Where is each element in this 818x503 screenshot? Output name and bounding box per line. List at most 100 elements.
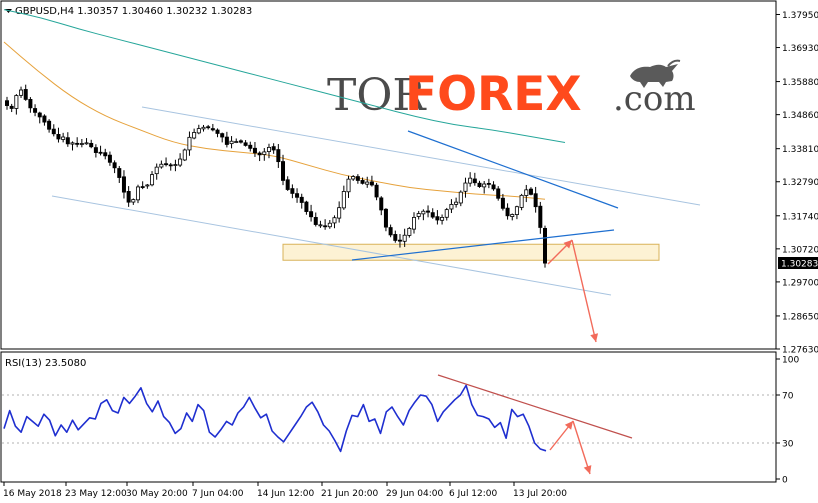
candle xyxy=(309,204,314,222)
candles xyxy=(5,84,548,268)
candle-body xyxy=(70,142,75,145)
candle xyxy=(304,200,309,215)
candle xyxy=(173,159,178,172)
candle-body xyxy=(309,211,314,218)
logo: TOR FOREX .com xyxy=(327,59,696,122)
candle-body xyxy=(182,149,187,161)
candle-body xyxy=(412,216,417,230)
candle xyxy=(187,131,192,156)
candle xyxy=(290,184,295,199)
candle-body xyxy=(215,129,220,134)
candle xyxy=(89,139,94,149)
candle-body xyxy=(482,183,487,188)
candle xyxy=(65,132,70,147)
candle xyxy=(295,188,300,203)
candle xyxy=(28,97,33,113)
candle-body xyxy=(243,142,248,146)
candle-body xyxy=(393,234,398,241)
candle xyxy=(23,84,28,101)
candle-body xyxy=(112,162,117,169)
candle-body xyxy=(103,152,108,157)
candle-body xyxy=(337,207,342,219)
candle xyxy=(159,160,164,169)
candle xyxy=(416,210,421,220)
x-tick-label: 29 Jun 04:00 xyxy=(386,489,443,499)
candle xyxy=(383,208,388,232)
candle xyxy=(379,196,384,216)
candle-body xyxy=(252,147,257,154)
candle xyxy=(107,151,112,166)
candle-body xyxy=(285,179,290,190)
candle xyxy=(393,230,398,243)
candle-body xyxy=(369,181,374,186)
candle xyxy=(496,186,501,201)
candle-body xyxy=(360,180,365,184)
x-axis: 16 May 2018 23 May 12:00 30 May 20:00 7 Jun… xyxy=(3,482,567,499)
candle-body xyxy=(51,128,56,135)
candle xyxy=(360,177,365,185)
candle xyxy=(543,225,548,268)
candle-body xyxy=(121,176,126,193)
candle xyxy=(440,214,445,225)
candle-body xyxy=(444,209,449,218)
candle-body xyxy=(220,133,225,138)
candle xyxy=(477,180,482,188)
rsi-series-line xyxy=(3,384,547,453)
price-pane[interactable] xyxy=(0,0,777,350)
candle xyxy=(524,184,529,203)
candle-body xyxy=(543,227,548,264)
candle xyxy=(252,142,257,157)
candle xyxy=(337,201,342,223)
candle xyxy=(482,181,487,194)
candle xyxy=(206,124,211,130)
rsi-pane[interactable] xyxy=(0,351,777,483)
forecast-arrow-down-head xyxy=(590,333,599,342)
candle-body xyxy=(159,163,164,168)
price-y-axis: 1.37950 1.36930 1.35880 1.34860 1.33810 1.327… xyxy=(776,11,818,356)
bull-icon xyxy=(630,59,681,88)
candle xyxy=(528,187,533,196)
candle xyxy=(449,199,454,214)
candle xyxy=(472,172,477,186)
candle xyxy=(154,163,159,180)
price-header-text: GBPUSD,H4 1.30357 1.30460 1.30232 1.3028… xyxy=(15,6,252,17)
rsi-grid xyxy=(2,394,775,444)
candle-body xyxy=(107,154,112,163)
candle-body xyxy=(510,214,515,217)
candle xyxy=(454,197,459,208)
candle-body xyxy=(365,181,370,185)
candle-body xyxy=(435,216,440,221)
candle-body xyxy=(42,115,47,123)
rsi-trendline xyxy=(437,374,633,439)
candle-body xyxy=(238,140,243,143)
candle xyxy=(351,175,356,181)
candle-body xyxy=(472,178,477,184)
candle-body xyxy=(346,178,351,193)
forecast-arrow-down xyxy=(571,239,597,343)
candle-body xyxy=(458,191,463,204)
candle-body xyxy=(496,188,501,199)
price-header: GBPUSD,H4 1.30357 1.30460 1.30232 1.3028… xyxy=(5,6,252,17)
candle-body xyxy=(206,126,211,129)
logo-forex: FOREX xyxy=(405,67,582,122)
candle xyxy=(355,174,360,184)
candle-body xyxy=(486,182,491,185)
candle xyxy=(341,185,346,210)
rsi-y-tick-label: 30 xyxy=(782,440,794,450)
ma-orange-line xyxy=(3,41,546,200)
candle xyxy=(421,209,426,221)
candle-body xyxy=(135,186,140,201)
candle xyxy=(332,215,337,229)
candle xyxy=(313,212,318,227)
candle xyxy=(505,203,510,220)
candle-body xyxy=(341,191,346,209)
candle xyxy=(426,205,431,218)
candle xyxy=(103,148,108,160)
candle-body xyxy=(187,136,192,151)
candle xyxy=(131,198,136,205)
price-y-tick-label: 1.29700 xyxy=(782,278,818,288)
candle-body xyxy=(5,100,10,106)
candle-body xyxy=(79,143,84,145)
candle xyxy=(365,176,370,188)
candle xyxy=(369,175,374,187)
